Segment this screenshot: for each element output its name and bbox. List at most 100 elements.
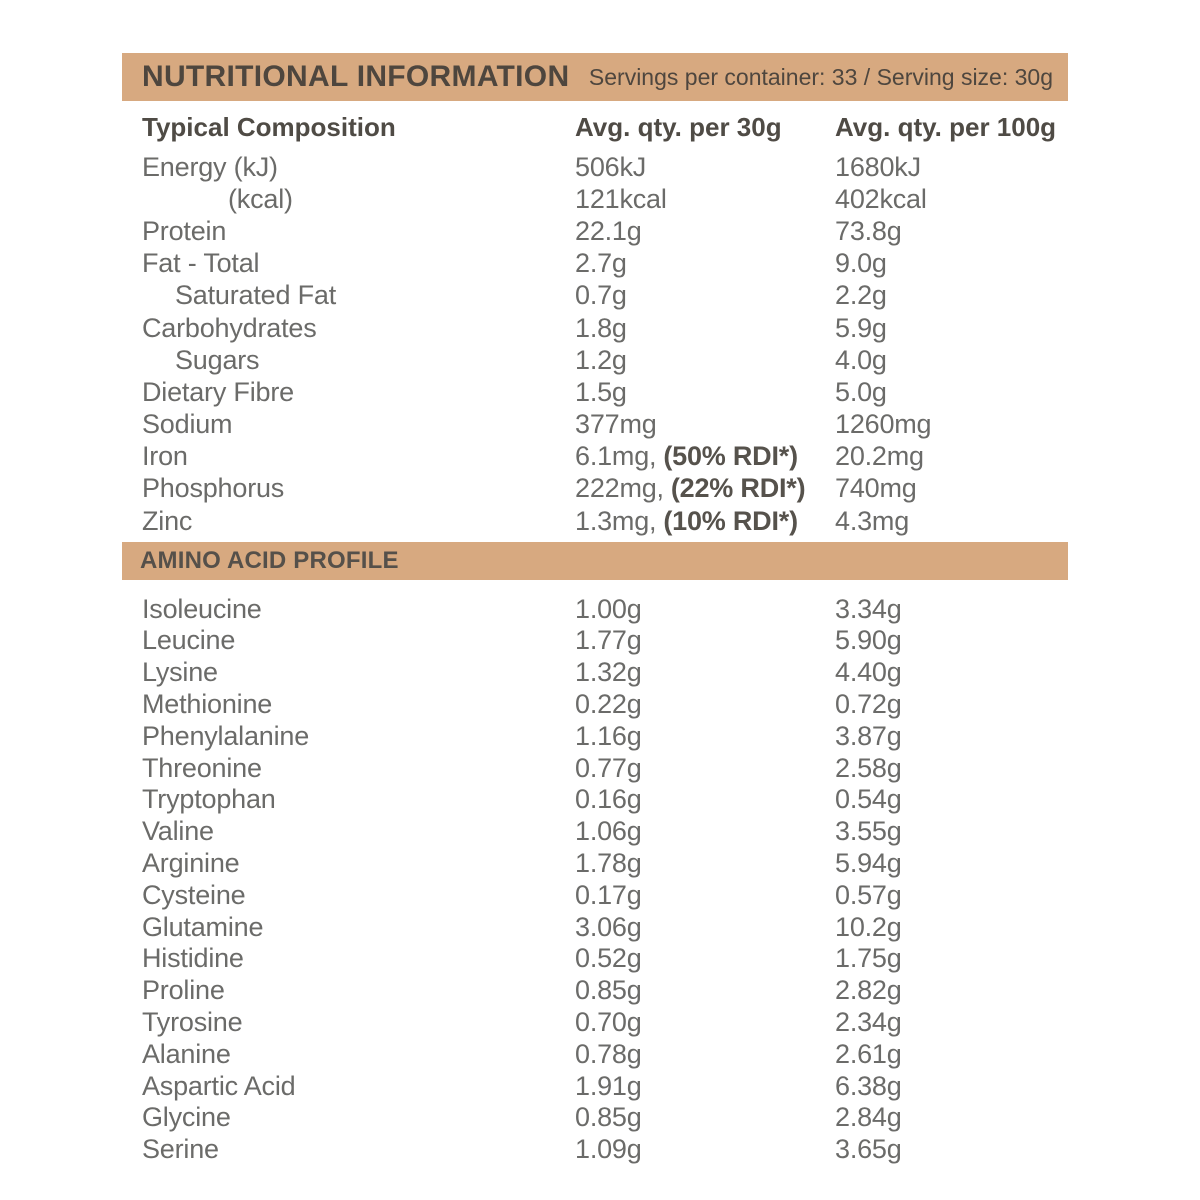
- qty-per-30g: 0.85g: [575, 975, 642, 1006]
- table-row: Methionine 0.22g 0.72g: [122, 689, 1068, 721]
- qty-per-100g: 3.55g: [835, 816, 902, 847]
- nutrient-label: Cysteine: [142, 879, 246, 910]
- nutrient-label: Leucine: [142, 625, 236, 656]
- qty-per-30g: 0.78g: [575, 1038, 642, 1069]
- nutrient-label: Threonine: [142, 752, 262, 783]
- nutrient-label: Proline: [142, 975, 225, 1006]
- nutrient-label: Histidine: [142, 943, 244, 974]
- qty-per-30g: 1.00g: [575, 593, 642, 624]
- qty-per-100g: 5.0g: [835, 376, 887, 407]
- qty-per-30g: 3.06g: [575, 911, 642, 942]
- qty-per-30g: 0.70g: [575, 1007, 642, 1037]
- qty-per-100g: 3.34g: [835, 593, 902, 624]
- qty-per-100g: 2.82g: [835, 975, 902, 1006]
- qty-per-100g: 0.57g: [835, 879, 902, 910]
- table-row: (kcal) 121kcal 402kcal: [122, 183, 1068, 215]
- qty-per-100g: 4.3mg: [835, 505, 910, 536]
- table-row: Lysine 1.32g 4.40g: [122, 657, 1068, 689]
- nutrient-label: Glycine: [142, 1102, 231, 1133]
- nutrient-label: Glutamine: [142, 911, 264, 942]
- qty-per-30g: 0.85g: [575, 1102, 642, 1133]
- qty-per-30g: 1.16g: [575, 720, 642, 751]
- nutrient-label: Phenylalanine: [142, 720, 310, 751]
- qty-per-30g: 1.78g: [575, 848, 642, 879]
- rdi-note: (50% RDI*): [663, 441, 798, 472]
- qty-per-100g: 5.9g: [835, 312, 887, 343]
- table-row: Cysteine 0.17g 0.57g: [122, 879, 1068, 911]
- nutrition-info-title: NUTRITIONAL INFORMATION: [142, 60, 570, 93]
- table-row: Carbohydrates 1.8g 5.9g: [122, 312, 1068, 344]
- qty-per-30g: 0.17g: [575, 879, 642, 910]
- qty-per-30g: 1.2g: [575, 344, 627, 375]
- nutrient-label: Protein: [142, 215, 227, 246]
- table-row: Histidine 0.52g 1.75g: [122, 943, 1068, 975]
- qty-per-100g: 2.2g: [835, 280, 887, 311]
- qty-per-30g: 22.1g: [575, 215, 642, 246]
- qty-per-100g: 0.72g: [835, 689, 902, 720]
- qty-per-100g: 1680kJ: [835, 151, 921, 182]
- table-row: Leucine 1.77g 5.90g: [122, 625, 1068, 657]
- table-row: Serine 1.09g 3.65g: [122, 1134, 1068, 1166]
- nutrient-label: Energy (kJ): [142, 151, 278, 182]
- qty-per-30g: 0.16g: [575, 784, 642, 815]
- nutrient-label: Lysine: [142, 657, 218, 688]
- nutrient-label: Carbohydrates: [142, 312, 317, 343]
- col-header-per-100g: Avg. qty. per 100g: [835, 111, 1057, 142]
- nutrient-label: Saturated Fat: [175, 280, 336, 311]
- qty-per-100g: 4.40g: [835, 657, 902, 688]
- nutrient-label: Dietary Fibre: [142, 376, 294, 407]
- qty-per-30g: 1.32g: [575, 657, 642, 688]
- qty-per-100g: 20.2mg: [835, 441, 924, 472]
- table-row: Isoleucine 1.00g 3.34g: [122, 593, 1068, 625]
- table-row: Iron 6.1mg, (50% RDI*) 20.2mg: [122, 441, 1068, 473]
- nutrient-label: Alanine: [142, 1038, 231, 1069]
- rdi-note: (22% RDI*): [670, 473, 806, 504]
- nutrient-label: Tryptophan: [142, 784, 276, 815]
- table-row: Glycine 0.85g 2.84g: [122, 1102, 1068, 1134]
- qty-per-30g: 2.7g: [575, 248, 627, 279]
- table-row: Protein 22.1g 73.8g: [122, 215, 1068, 247]
- qty-per-100g: 2.61g: [835, 1038, 902, 1069]
- nutrition-info-header-bar: NUTRITIONAL INFORMATION Servings per con…: [122, 53, 1068, 101]
- qty-per-100g: 9.0g: [835, 248, 887, 279]
- qty-per-30g: 6.1mg, (50% RDI*): [575, 441, 798, 472]
- nutrient-label: Arginine: [142, 848, 240, 879]
- qty-per-30g: 1.5g: [575, 376, 627, 407]
- composition-table: Energy (kJ) 506kJ 1680kJ (kcal) 121kcal …: [122, 151, 1068, 537]
- qty-per-100g: 5.90g: [835, 625, 902, 656]
- table-row: Valine 1.06g 3.55g: [122, 816, 1068, 848]
- nutrient-label: Methionine: [142, 689, 273, 720]
- table-row: Alanine 0.78g 2.61g: [122, 1038, 1068, 1070]
- qty-per-30g: 1.77g: [575, 625, 642, 656]
- qty-per-30g: 0.52g: [575, 943, 642, 974]
- table-row: Proline 0.85g 2.82g: [122, 975, 1068, 1007]
- qty-per-30g: 222mg, (22% RDI*): [575, 473, 806, 504]
- table-row: Phosphorus 222mg, (22% RDI*) 740mg: [122, 473, 1068, 505]
- qty-per-30g: 506kJ: [575, 151, 647, 182]
- table-row: Sugars 1.2g 4.0g: [122, 344, 1068, 376]
- qty-per-30g: 1.91g: [575, 1070, 642, 1101]
- table-row: Phenylalanine 1.16g 3.87g: [122, 720, 1068, 752]
- qty-per-30g: 121kcal: [575, 183, 667, 214]
- servings-info: Servings per container: 33 / Serving siz…: [588, 63, 1053, 90]
- nutrient-label: Phosphorus: [142, 473, 285, 504]
- nutrition-label: NUTRITIONAL INFORMATION Servings per con…: [122, 53, 1068, 1166]
- qty-per-100g: 2.34g: [835, 1007, 902, 1037]
- table-row: Saturated Fat 0.7g 2.2g: [122, 280, 1068, 312]
- table-row: Fat - Total 2.7g 9.0g: [122, 248, 1068, 280]
- qty-per-30g: 0.7g: [575, 280, 627, 311]
- table-row: Energy (kJ) 506kJ 1680kJ: [122, 151, 1068, 183]
- qty-per-100g: 740mg: [835, 473, 917, 504]
- nutrient-label: Isoleucine: [142, 593, 262, 624]
- qty-per-100g: 402kcal: [835, 183, 927, 214]
- qty-per-100g: 2.58g: [835, 752, 902, 783]
- nutrient-label: Sugars: [175, 344, 260, 375]
- table-row: Tryptophan 0.16g 0.54g: [122, 784, 1068, 816]
- table-row: Threonine 0.77g 2.58g: [122, 752, 1068, 784]
- table-row: Zinc 1.3mg, (10% RDI*) 4.3mg: [122, 505, 1068, 537]
- qty-per-100g: 2.84g: [835, 1102, 902, 1133]
- table-row: Aspartic Acid 1.91g 6.38g: [122, 1070, 1068, 1102]
- nutrient-label: Zinc: [142, 505, 193, 536]
- qty-per-100g: 0.54g: [835, 784, 902, 815]
- table-row: Sodium 377mg 1260mg: [122, 409, 1068, 441]
